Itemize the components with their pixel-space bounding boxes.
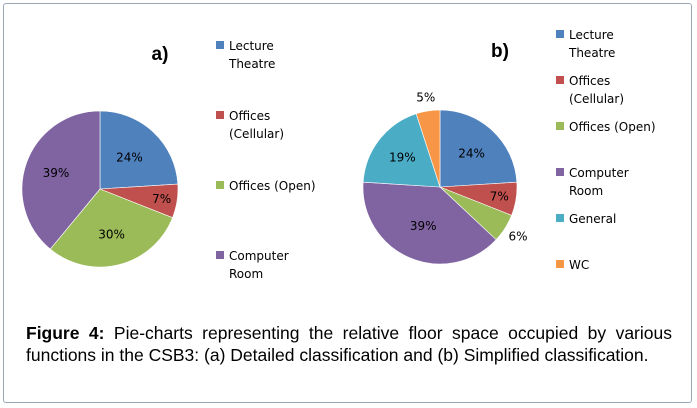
legend-label-a-computer-room: Room bbox=[229, 267, 263, 281]
legend-label-a-lecture-theatre: Lecture bbox=[229, 39, 274, 53]
legend-label-b-computer-room: Room bbox=[569, 184, 603, 198]
legend-label-a-lecture-theatre: Theatre bbox=[228, 57, 275, 71]
figure-caption: Figure 4: Pie-charts representing the re… bbox=[26, 322, 672, 366]
legend-label-b-offices-open: Offices (Open) bbox=[569, 120, 656, 134]
pie-chart-a: 24% 7% 30% 39% a) Lecture Theatre Offices (Cellu… bbox=[21, 39, 316, 281]
pie-slice-b-wc bbox=[415, 109, 441, 188]
legend-swatch-a-lecture-theatre bbox=[216, 41, 224, 49]
legend-label-b-wc: WC bbox=[569, 258, 589, 272]
legend-swatch-b-offices-cellular bbox=[556, 76, 564, 84]
caption-label: Figure 4: bbox=[26, 323, 105, 343]
data-label-b-computer-room: 39% bbox=[410, 219, 437, 233]
legend-swatch-a-offices-open bbox=[216, 181, 224, 189]
pie-slice-a-computer-room bbox=[21, 110, 101, 250]
legend-label-b-offices-cellular: Offices bbox=[569, 74, 610, 88]
data-label-b-wc: 5% bbox=[416, 90, 435, 104]
pie-slice-a-offices-open bbox=[49, 188, 173, 268]
legend-label-a-offices-cellular: Offices bbox=[229, 109, 270, 123]
data-label-a-lecture-theatre: 24% bbox=[116, 151, 143, 165]
data-label-a-computer-room: 39% bbox=[43, 166, 70, 180]
pie-chart-b: 24% 7% 6% 39% 19% 5% b) Lecture Theatre Offices (C… bbox=[362, 28, 656, 272]
legend-label-a-offices-cellular: (Cellular) bbox=[229, 127, 284, 141]
data-label-b-lecture-theatre: 24% bbox=[458, 146, 485, 160]
legend-label-a-computer-room: Computer bbox=[229, 249, 289, 263]
caption-text: Pie-charts representing the relative flo… bbox=[26, 323, 672, 365]
legend-swatch-b-computer-room bbox=[556, 168, 564, 176]
data-label-b-offices-open: 6% bbox=[508, 230, 527, 244]
pie-slice-b-lecture-theatre bbox=[439, 109, 518, 188]
legend-swatch-a-computer-room bbox=[216, 251, 224, 259]
legend-b: Lecture Theatre Offices (Cellular) Offices (… bbox=[556, 28, 656, 272]
legend-swatch-b-general bbox=[556, 214, 564, 222]
legend-label-a-offices-open: Offices (Open) bbox=[229, 179, 316, 193]
legend-label-b-general: General bbox=[569, 212, 616, 226]
data-label-a-offices-open: 30% bbox=[98, 227, 125, 241]
legend-swatch-b-lecture-theatre bbox=[556, 30, 564, 38]
legend-swatch-b-wc bbox=[556, 260, 564, 268]
panel-label-b: b) bbox=[491, 41, 509, 62]
legend-swatch-b-offices-open bbox=[556, 122, 564, 130]
data-label-a-offices-cellular: 7% bbox=[152, 192, 171, 206]
legend-label-b-offices-cellular: (Cellular) bbox=[569, 92, 624, 106]
legend-label-b-lecture-theatre: Lecture bbox=[569, 28, 614, 42]
pie-slice-b-computer-room bbox=[362, 181, 497, 265]
pie-slice-b-general bbox=[362, 113, 441, 188]
legend-label-b-lecture-theatre: Theatre bbox=[568, 46, 615, 60]
pie-slice-a-lecture-theatre bbox=[99, 110, 179, 190]
data-label-b-general: 19% bbox=[389, 151, 416, 165]
legend-a: Lecture Theatre Offices (Cellular) Offices (… bbox=[216, 39, 316, 281]
data-label-b-offices-cellular: 7% bbox=[490, 189, 509, 203]
legend-swatch-a-offices-cellular bbox=[216, 111, 224, 119]
legend-label-b-computer-room: Computer bbox=[569, 166, 629, 180]
panel-label-a: a) bbox=[152, 44, 169, 65]
